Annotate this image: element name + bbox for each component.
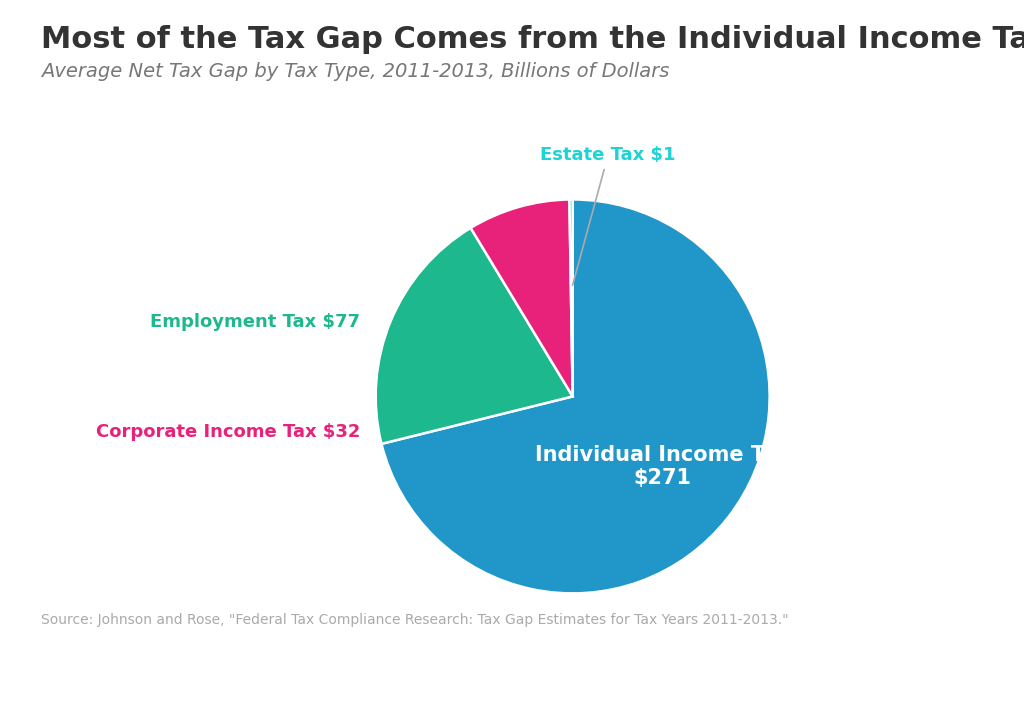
Text: TAX FOUNDATION: TAX FOUNDATION — [26, 683, 205, 700]
Wedge shape — [376, 228, 572, 444]
Text: Source: Johnson and Rose, "Federal Tax Compliance Research: Tax Gap Estimates fo: Source: Johnson and Rose, "Federal Tax C… — [41, 613, 788, 627]
Text: Employment Tax $77: Employment Tax $77 — [150, 312, 359, 331]
Text: Average Net Tax Gap by Tax Type, 2011-2013, Billions of Dollars: Average Net Tax Gap by Tax Type, 2011-20… — [41, 62, 670, 80]
Text: Corporate Income Tax $32: Corporate Income Tax $32 — [95, 423, 359, 441]
Text: Most of the Tax Gap Comes from the Individual Income Tax: Most of the Tax Gap Comes from the Indiv… — [41, 25, 1024, 54]
Text: Individual Income Tax
$271: Individual Income Tax $271 — [536, 445, 791, 489]
Wedge shape — [569, 199, 572, 397]
Wedge shape — [471, 199, 572, 397]
Text: @TaxFoundation: @TaxFoundation — [850, 683, 998, 700]
Wedge shape — [382, 199, 770, 593]
Text: Estate Tax $1: Estate Tax $1 — [541, 146, 676, 286]
